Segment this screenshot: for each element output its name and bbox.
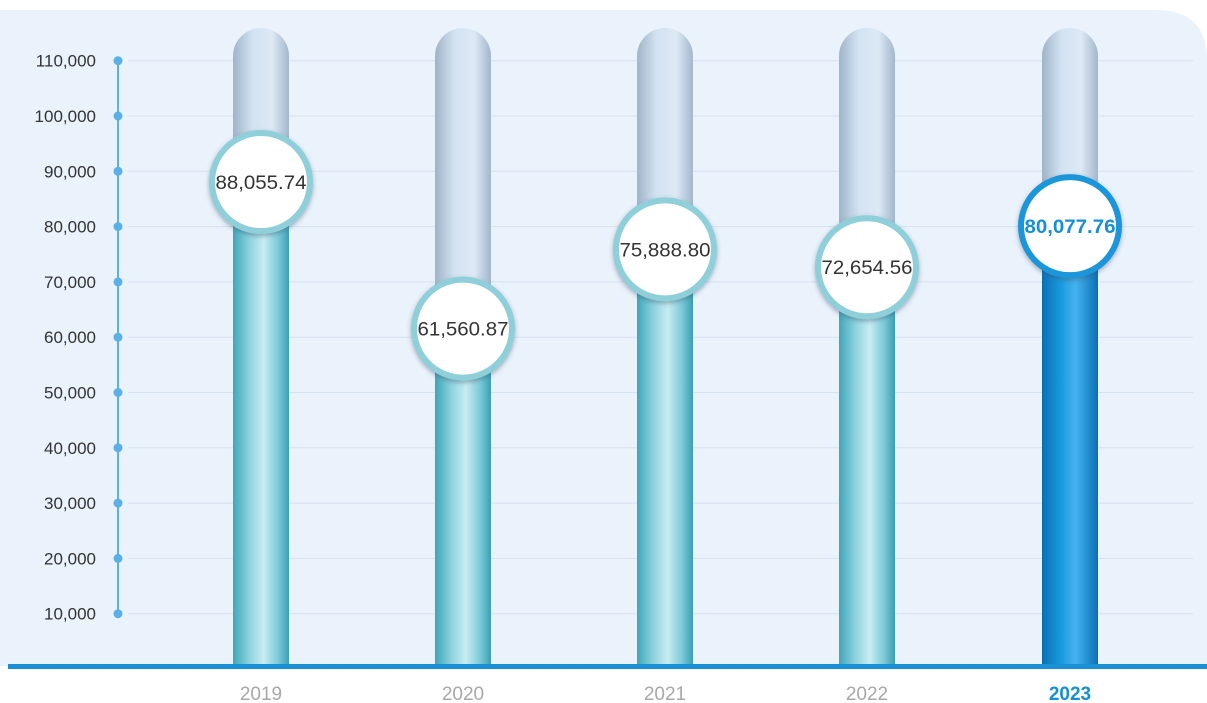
bar	[435, 328, 491, 666]
y-tick-dot	[113, 111, 123, 121]
value-bubble	[209, 130, 313, 235]
bar	[1042, 226, 1098, 666]
y-tick-dot	[113, 553, 123, 563]
bar	[637, 249, 693, 666]
value-bubble	[613, 197, 717, 302]
x-tick-label: 2021	[644, 684, 686, 703]
y-tick-label: 60,000	[44, 328, 96, 347]
y-tick-dot	[113, 222, 123, 232]
data-label: 88,055.74	[216, 173, 307, 194]
y-tick-label: 80,000	[44, 218, 96, 237]
x-tick-label: 2023	[1049, 684, 1091, 703]
value-labels: 88,055.74 61,560.87 75,888.80 72,654.56 80,0…	[209, 130, 1122, 381]
y-tick-dot	[113, 388, 123, 397]
y-tick-label: 50,000	[44, 384, 96, 403]
value-bubble	[411, 276, 515, 381]
data-label: 80,077.76	[1025, 217, 1116, 238]
y-tick-label: 70,000	[44, 273, 96, 292]
data-label: 75,888.80	[620, 240, 711, 261]
y-tick-dot	[113, 443, 123, 453]
y-axis: 10,000 20,000 30,000 40,000 50,000 60,000 70,0…	[35, 52, 123, 624]
y-tick-label: 30,000	[44, 494, 96, 513]
y-tick-label: 10,000	[44, 605, 96, 624]
bar	[839, 267, 895, 666]
x-tick-label: 2022	[846, 684, 888, 703]
data-label: 61,560.87	[418, 320, 509, 341]
chart-background	[0, 10, 1207, 666]
y-tick-dot	[113, 166, 123, 176]
y-tick-label: 20,000	[44, 549, 96, 568]
y-tick-label: 90,000	[44, 162, 96, 181]
y-tick-label: 110,000	[36, 52, 96, 71]
value-bubble	[815, 215, 919, 320]
x-axis-line	[8, 664, 1207, 669]
x-tick-label: 2020	[442, 684, 484, 703]
y-tick-dot	[113, 498, 123, 508]
y-tick-dot	[113, 56, 123, 66]
y-tick-dot	[113, 609, 123, 619]
x-axis-labels: 2019 2020 2021 2022 2023	[240, 684, 1091, 703]
bar	[233, 182, 289, 666]
y-tick-dot	[113, 332, 123, 342]
x-tick-label: 2019	[240, 684, 282, 703]
value-bubble	[1018, 174, 1122, 279]
data-label: 72,654.56	[822, 258, 913, 279]
y-tick-label: 40,000	[44, 439, 96, 458]
y-tick-label: 100,000	[35, 107, 96, 126]
y-tick-dot	[113, 277, 123, 287]
